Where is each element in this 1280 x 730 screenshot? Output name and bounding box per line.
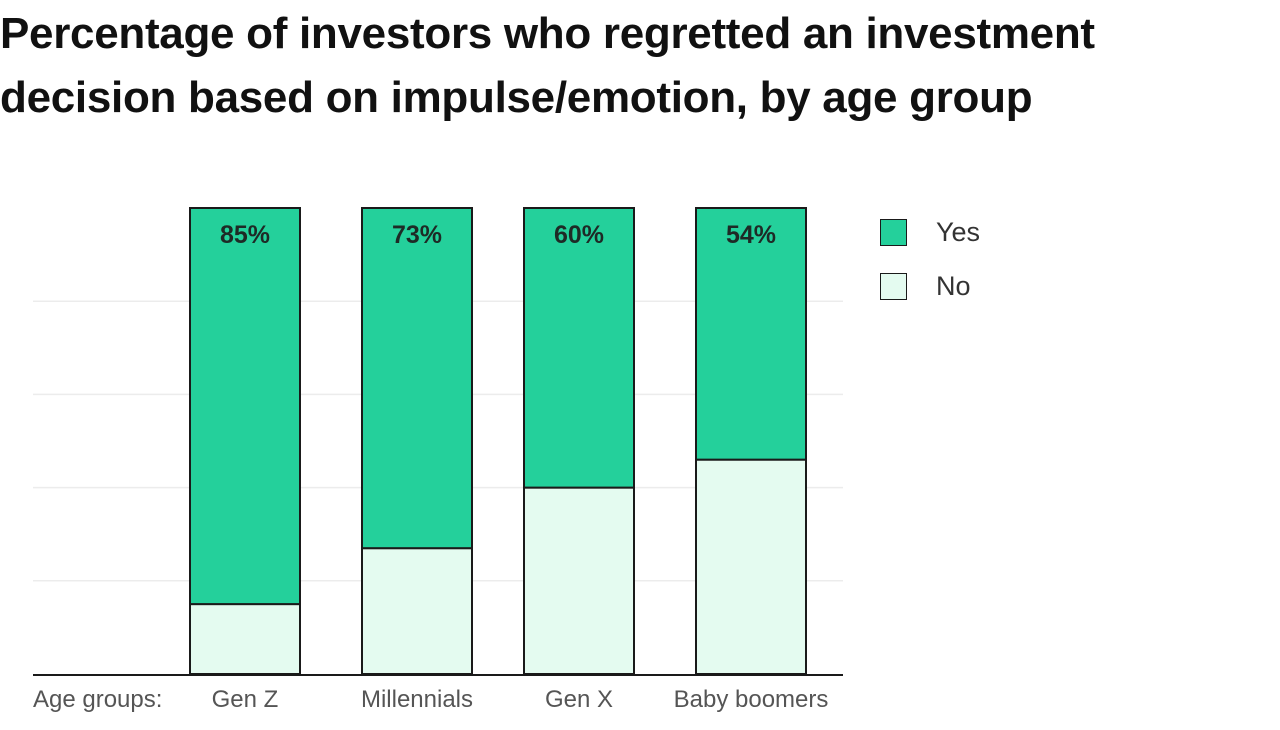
legend-label-yes: Yes: [936, 216, 981, 247]
legend: Yes No: [880, 205, 980, 313]
x-tick-baby-boomers: Baby boomers: [674, 686, 829, 713]
data-label-gen-z: 85%: [220, 221, 270, 249]
x-tick-millennials: Millennials: [361, 686, 473, 713]
legend-item-yes: Yes: [880, 205, 980, 259]
x-axis-ticks: Gen Z Millennials Gen X Baby boomers Age gro…: [33, 686, 828, 713]
chart-title: Percentage of investors who regretted an…: [0, 9, 1095, 122]
legend-item-no: No: [880, 259, 980, 313]
x-tick-gen-x: Gen X: [545, 686, 613, 713]
bar-yes-millennials: [361, 207, 473, 550]
data-labels: 85% 73% 60% 54%: [220, 221, 776, 249]
bar-yes-gen-x: [523, 207, 635, 489]
x-tick-gen-z: Gen Z: [212, 686, 279, 713]
data-label-gen-x: 60%: [554, 221, 604, 249]
stacked-bar-chart: 85% 73% 60% 54% Gen Z Millennials Gen X Baby b…: [33, 207, 843, 713]
bar-no-millennials: [361, 547, 473, 675]
legend-swatch-yes: [880, 218, 907, 246]
bar-yes-baby-boomers: [695, 207, 807, 461]
data-label-baby-boomers: 54%: [726, 221, 776, 249]
legend-label-no: No: [936, 270, 971, 301]
data-label-millennials: 73%: [392, 221, 442, 249]
bars: [189, 207, 807, 676]
x-axis-prefix-label: Age groups:: [33, 686, 162, 713]
bar-no-gen-z: [189, 603, 301, 675]
bar-no-baby-boomers: [695, 458, 807, 676]
legend-swatch-no: [880, 272, 907, 300]
bar-no-gen-x: [523, 486, 635, 675]
bar-yes-gen-z: [189, 207, 301, 606]
